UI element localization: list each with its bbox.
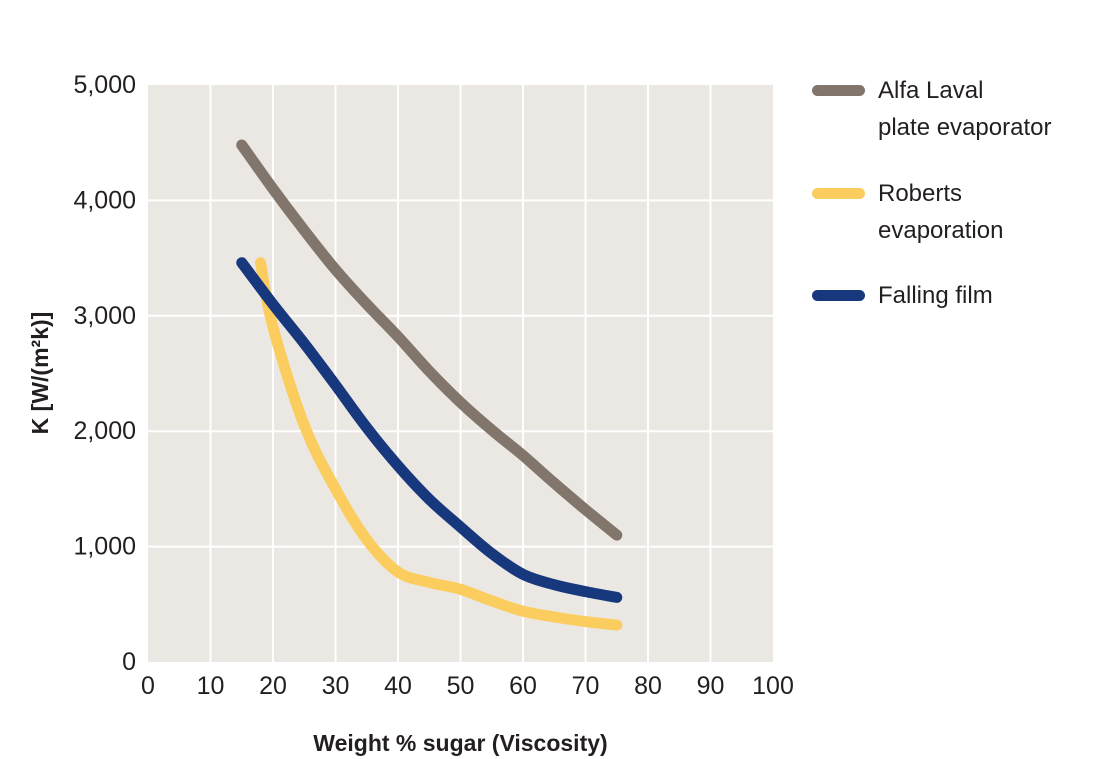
x-tick-label: 20 (259, 672, 287, 700)
legend-swatch-roberts (812, 188, 865, 199)
x-tick-label: 30 (322, 672, 350, 700)
series-line-alfa-laval-plate-evaporator (236, 139, 623, 541)
legend-label-roberts: Roberts evaporation (878, 180, 1004, 244)
x-tick-label: 60 (509, 672, 537, 700)
x-tick-label: 40 (384, 672, 412, 700)
x-tick-label: 90 (697, 672, 725, 700)
y-tick-label: 2,000 (73, 417, 136, 445)
x-tick-label: 80 (634, 672, 662, 700)
x-tick-label: 50 (447, 672, 475, 700)
legend-item-roberts: Roberts evaporation (812, 175, 1003, 249)
series-line-roberts-evaporation (255, 257, 623, 631)
y-tick-label: 4,000 (73, 186, 136, 214)
y-tick-label: 3,000 (73, 302, 136, 330)
x-axis-title: Weight % sugar (Viscosity) (313, 730, 608, 756)
legend-swatch-falling-film (812, 290, 865, 301)
legend-label-falling-film: Falling film (878, 282, 993, 309)
legend-item-falling-film: Falling film (812, 277, 993, 314)
legend-label-alfa-laval: Alfa Laval plate evaporator (878, 77, 1052, 141)
x-tick-label: 70 (572, 672, 600, 700)
x-tick-label: 0 (141, 672, 155, 700)
x-tick-label: 100 (752, 672, 794, 700)
legend-item-alfa-laval: Alfa Laval plate evaporator (812, 72, 1051, 146)
y-tick-label: 5,000 (73, 71, 136, 99)
legend-swatch-alfa-laval (812, 85, 865, 96)
x-tick-label: 10 (197, 672, 225, 700)
y-axis-title: K [W/(m²k)] (27, 311, 53, 435)
y-tick-label: 1,000 (73, 533, 136, 561)
y-tick-label: 0 (122, 648, 136, 676)
legend: Alfa Laval plate evaporator Roberts evap… (812, 72, 1092, 352)
series-line-falling-film (236, 257, 623, 603)
